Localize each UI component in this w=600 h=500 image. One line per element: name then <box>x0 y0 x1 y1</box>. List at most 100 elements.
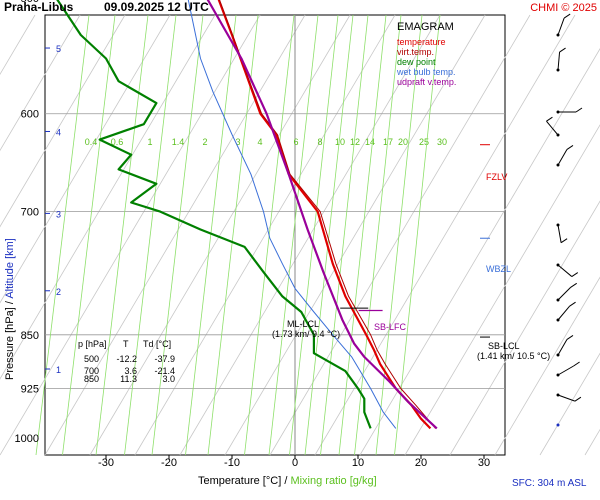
table-header-t: T <box>123 339 129 349</box>
dry-adiabat <box>314 14 576 456</box>
wind-barb-flag <box>566 334 574 340</box>
series-udpraft-v-temp- <box>206 0 438 430</box>
mixing-ratio-label: 6 <box>293 137 298 147</box>
wind-barb-staff <box>557 17 565 36</box>
mixing-ratio-line <box>95 14 149 456</box>
x-tick-label: 10 <box>352 457 364 469</box>
x-tick-label: -20 <box>161 457 177 469</box>
mixing-ratio-label: 1 <box>147 137 152 147</box>
plot-frame <box>44 14 506 456</box>
dry-adiabat <box>0 14 216 380</box>
wind-barb-staff <box>557 286 572 301</box>
wind-barbs <box>546 13 583 427</box>
wind-barb-staff <box>557 394 576 402</box>
dry-adiabat <box>224 14 486 456</box>
mixing-ratio-line <box>207 14 259 456</box>
mixing-ratio-label: 2 <box>202 137 207 147</box>
legend-temperature: temperature <box>397 37 446 47</box>
dry-adiabat <box>494 276 600 456</box>
legend-dew-point: dew point <box>397 57 436 67</box>
svg-text:Pressure [hPa] / Altitude [km]: Pressure [hPa] / Altitude [km] <box>4 238 16 380</box>
table-cell: 3.0 <box>162 374 175 384</box>
dry-adiabat <box>584 428 600 456</box>
mixing-ratio-label: 30 <box>437 137 447 147</box>
table-cell: 11.3 <box>120 374 137 384</box>
wind-barb-staff <box>546 120 559 136</box>
legend-updraft-vtemp: udpraft v.temp. <box>397 77 456 87</box>
mixing-ratio-label: 25 <box>419 137 429 147</box>
dry-adiabat <box>359 48 600 456</box>
wind-barb-flag <box>570 282 578 288</box>
mixing-ratio-label: 8 <box>317 137 322 147</box>
dry-adiabat <box>134 14 396 456</box>
mixing-ratio-label: 17 <box>383 137 393 147</box>
ml-lcl-detail: (1.73 km/ 9.4 °C) <box>272 329 340 339</box>
table-header-p: p [hPa] <box>78 339 107 349</box>
legend: EMAGRAM temperature virt.temp. dew point… <box>396 21 456 87</box>
sb-lfc-label: SB-LFC <box>374 322 407 332</box>
table-cell: -12.2 <box>116 354 137 364</box>
wind-barb-staff <box>557 52 561 71</box>
pressure-tick-label: 925 <box>21 384 39 396</box>
series-dew-point <box>56 0 372 429</box>
altitude-tick-label: 2 <box>56 287 61 297</box>
pressure-tick-label: 1000 <box>15 433 39 445</box>
altitude-tick-label: 4 <box>56 127 61 137</box>
mixing-ratio-label: 4 <box>257 137 262 147</box>
wind-barb-staff <box>557 339 568 356</box>
dry-adiabat <box>0 14 261 456</box>
series-wet-bulb-temp- <box>187 0 397 429</box>
legend-title: EMAGRAM <box>397 21 454 33</box>
mixing-ratio-label: 14 <box>365 137 375 147</box>
sb-lcl-detail: (1.41 km/ 10.5 °C) <box>477 351 550 361</box>
wind-barb-staff <box>557 305 570 321</box>
mixing-ratio-line <box>354 14 402 456</box>
copyright: CHMI © 2025 <box>530 2 597 14</box>
wind-barb-dot <box>556 423 560 427</box>
mixing-ratio-line <box>394 14 441 456</box>
wind-barb-staff <box>557 224 562 243</box>
x-label-separator: / <box>281 475 290 487</box>
mixing-ratio-label: 20 <box>398 137 408 147</box>
mixing-ratio-line <box>35 14 90 456</box>
wind-barb-flag <box>563 13 571 19</box>
table-cell: 500 <box>84 354 99 364</box>
y-axis-title: Pressure [hPa] / Altitude [km] <box>4 238 16 380</box>
wind-barb-flag <box>546 116 553 122</box>
x-tick-label: -30 <box>98 457 114 469</box>
table-cell: -21.4 <box>154 366 175 376</box>
mixing-ratio-lines: 0.4 0.6 1 1.4 2 3 4 6 8 10 12 14 17 20 25 30 <box>35 14 447 456</box>
sb-lcl-label: SB-LCL <box>488 341 520 351</box>
table-header-td: Td [°C] <box>143 339 171 349</box>
table-cell: -37.9 <box>154 354 175 364</box>
station-name: Praha-Libus <box>4 0 74 14</box>
series-virt-temp- <box>219 0 436 429</box>
surface-elevation: SFC: 304 m ASL <box>512 478 587 489</box>
pressure-tick-label: 850 <box>21 330 39 342</box>
wind-barb-flag <box>571 272 579 277</box>
mixing-ratio-line <box>185 14 237 456</box>
altitude-tick-label: 1 <box>56 365 61 375</box>
mixing-ratio-line <box>289 14 339 456</box>
altitude-tick-label: 3 <box>56 209 61 219</box>
mixing-ratio-label: 0.6 <box>111 137 124 147</box>
levels-table: p [hPa] T Td [°C] 500 -12.2 -37.9 700 3.… <box>78 339 175 384</box>
pressure-tick-label: 700 <box>21 207 39 219</box>
x-axis-title: Temperature [°C] / Mixing ratio [g/kg] <box>198 475 377 487</box>
ml-lcl-label: ML-LCL <box>287 319 319 329</box>
wind-barb-staff <box>557 149 568 166</box>
pressure-tick-label: 600 <box>21 109 39 121</box>
y-label-pressure: Pressure [hPa] <box>4 307 16 380</box>
wind-barb-flag <box>559 47 566 53</box>
dry-adiabat <box>0 14 171 304</box>
series-layer <box>56 0 438 430</box>
wind-barb-flag <box>573 361 580 367</box>
x-tick-label: 0 <box>292 457 298 469</box>
wind-barb-flag <box>560 238 568 244</box>
mixing-ratio-line <box>62 14 116 456</box>
x-label-temperature: Temperature [°C] <box>198 475 281 487</box>
mixing-ratio-label: 1.4 <box>172 137 185 147</box>
datetime: 09.09.2025 12 UTC <box>104 0 209 14</box>
mixing-ratio-label: 10 <box>335 137 345 147</box>
